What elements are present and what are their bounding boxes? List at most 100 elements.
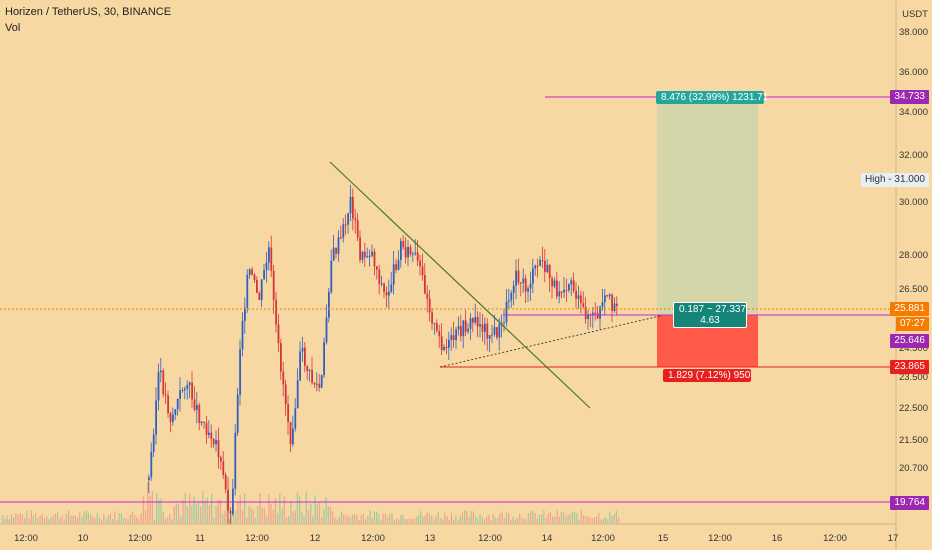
time-tick: 12:00 xyxy=(245,533,269,544)
stop-loss-label[interactable]: 1.829 (7.12%) 950 xyxy=(663,369,751,382)
volume-bar xyxy=(61,515,63,523)
volume-bar xyxy=(239,495,241,523)
volume-bar xyxy=(376,511,378,523)
candle-body xyxy=(361,251,364,260)
candle-body xyxy=(328,292,330,318)
candle-body xyxy=(556,280,558,297)
entry-price-tag: 25.646 xyxy=(890,334,929,348)
volume-bar xyxy=(508,513,510,523)
candle-body xyxy=(484,323,486,332)
volume-bar xyxy=(607,519,609,523)
volume-bar xyxy=(613,513,615,523)
volume-bar xyxy=(567,514,569,523)
volume-bar xyxy=(277,513,279,523)
candle-body xyxy=(251,269,253,275)
volume-bar xyxy=(263,508,266,523)
volume-bar xyxy=(356,515,358,523)
volume-bar xyxy=(136,517,138,523)
candle-body xyxy=(359,237,361,260)
time-tick: 12:00 xyxy=(708,533,732,544)
volume-bar xyxy=(600,519,602,523)
symbol-title[interactable]: Horizen / TetherUS, 30, BINANCE xyxy=(5,6,172,18)
candle-body xyxy=(335,247,337,254)
candle-body xyxy=(517,270,520,283)
candle-body xyxy=(157,372,160,401)
volume-bar xyxy=(213,518,215,523)
volume-bar xyxy=(235,510,237,523)
candle-body xyxy=(426,293,429,299)
volume-bar xyxy=(354,514,356,523)
candle-body xyxy=(246,274,249,308)
candle-body xyxy=(575,290,577,299)
volume-bar xyxy=(279,493,281,523)
candle-body xyxy=(416,252,419,261)
candle-body xyxy=(239,349,241,395)
volume-bar xyxy=(431,515,433,523)
volume-bar xyxy=(488,514,490,523)
volume-bar xyxy=(536,518,538,523)
candle-body xyxy=(563,289,565,293)
volume-bar xyxy=(391,513,393,523)
candle-body xyxy=(481,324,484,332)
volume-bar xyxy=(415,516,417,523)
volume-bar xyxy=(479,514,481,523)
candle-body xyxy=(599,306,601,319)
volume-bar xyxy=(230,514,233,523)
volume-indicator-label[interactable]: Vol xyxy=(5,22,21,34)
volume-bar xyxy=(178,504,180,523)
candle-body xyxy=(160,370,162,373)
candle-body xyxy=(217,440,220,458)
candle-body xyxy=(584,306,587,320)
candle-body xyxy=(412,253,414,255)
volume-bar xyxy=(184,492,186,523)
volume-bar xyxy=(233,513,235,523)
volume-bar xyxy=(112,518,114,523)
volume-bar xyxy=(145,510,147,523)
volume-bar xyxy=(63,519,65,523)
volume-bar xyxy=(292,511,294,523)
candle-body xyxy=(227,489,229,511)
candle-body xyxy=(169,413,172,422)
volume-bar xyxy=(378,514,380,523)
volume-bar xyxy=(164,517,167,523)
volume-bar xyxy=(103,514,105,523)
volume-bar xyxy=(158,499,160,523)
volume-bar xyxy=(92,516,94,523)
volume-bar xyxy=(589,517,591,523)
candle-body xyxy=(428,298,431,313)
volume-bar xyxy=(248,505,250,523)
candle-body xyxy=(568,284,570,291)
candle-body xyxy=(491,334,493,336)
time-tick: 12:00 xyxy=(361,533,385,544)
volume-bar xyxy=(180,516,182,523)
volume-bar xyxy=(26,510,28,523)
time-tick: 14 xyxy=(541,533,553,544)
ascending-support-line xyxy=(439,315,661,368)
candle-body xyxy=(164,394,167,396)
entry-info-box[interactable]: 0.187 ~ 27.337 4.63 xyxy=(673,302,747,328)
volume-bar xyxy=(285,517,288,523)
candle-body xyxy=(414,252,417,254)
volume-bar xyxy=(94,517,96,523)
candle-body xyxy=(287,404,289,423)
volume-bar xyxy=(585,516,587,523)
candle-body xyxy=(529,283,532,289)
volume-bar xyxy=(4,518,6,523)
candle-body xyxy=(318,383,321,388)
volume-bar xyxy=(24,518,26,523)
volume-bar xyxy=(81,517,83,523)
volume-bar xyxy=(615,510,618,523)
candle-body xyxy=(424,275,426,294)
candle-body xyxy=(596,313,599,319)
candle-body xyxy=(390,284,393,292)
profit-target-label[interactable]: 8.476 (32.99%) 1231.71 xyxy=(656,91,768,104)
candle-body xyxy=(299,351,301,381)
volume-bar xyxy=(6,515,8,523)
volume-bar xyxy=(48,519,50,523)
volume-bar xyxy=(134,515,136,523)
candle-body xyxy=(260,279,263,300)
volume-bar xyxy=(228,518,230,523)
volume-bar xyxy=(19,513,21,523)
